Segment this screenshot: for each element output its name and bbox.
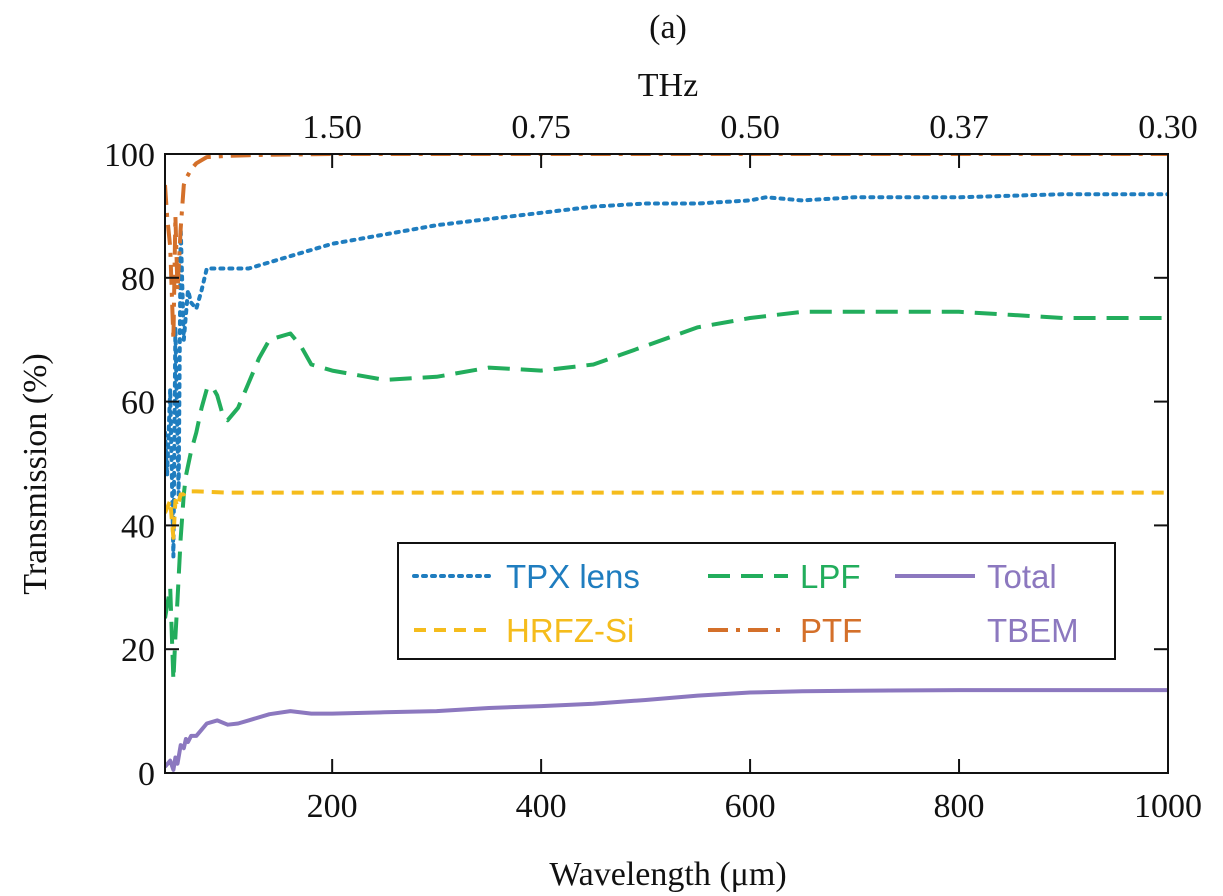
legend-box [397,542,1116,660]
x-tick-label: 1000 [1134,788,1202,825]
legend-label: TPX lens [506,558,640,595]
plot-frame [164,153,1169,774]
plot-area [165,154,1168,772]
y-axis-title: Transmission (%) [17,353,54,595]
top-tick-label: 0.30 [1138,109,1198,146]
x-tick-label: 200 [307,788,358,825]
top-axis-title: THz [638,67,698,104]
x-tick-label: 400 [516,788,567,825]
x-axis-title: Wavelength (μm) [549,856,786,893]
series-line-total-tbem [165,688,1168,772]
legend-label-line2: TBEM [987,612,1079,649]
top-tick-label: 0.37 [929,109,989,146]
legend-label: LPF [800,558,861,595]
legend-label: Total [987,558,1057,595]
panel-label: (a) [649,9,687,46]
top-tick-label: 0.50 [720,109,780,146]
axes: 200 400 600 800 1000 1.50 0.75 0.50 0.37 0.30 0 20 4… [104,109,1202,825]
series-line-ptf [165,154,1168,342]
legend: TPX lens LPF Total TBEM HRFZ-Si PTF [397,542,1116,660]
legend-label: HRFZ-Si [506,612,634,649]
y-tick-label: 80 [121,261,155,298]
series-line-hrfz-si [165,489,1168,540]
top-tick-label: 0.75 [511,109,571,146]
legend-label: PTF [800,612,862,649]
y-tick-label: 60 [121,385,155,422]
y-tick-label: 20 [121,632,155,669]
y-tick-label: 40 [121,508,155,545]
y-tick-label: 0 [138,756,155,793]
series-line-tpx-lens [165,192,1168,559]
series-line-lpf [165,309,1168,683]
x-tick-label: 800 [934,788,985,825]
y-tick-label: 100 [104,137,155,174]
top-tick-label: 1.50 [302,109,362,146]
x-tick-label: 600 [725,788,776,825]
